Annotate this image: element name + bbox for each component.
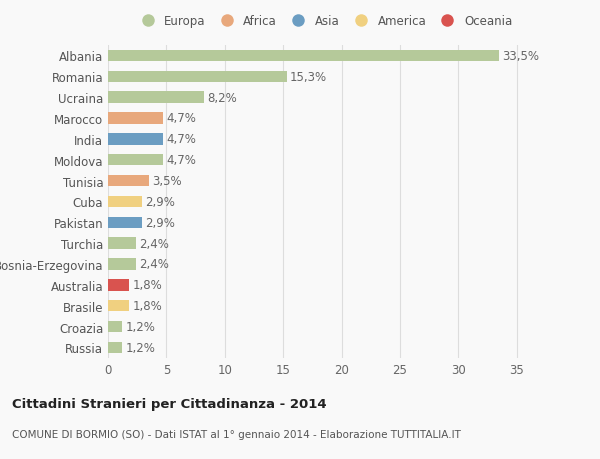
Text: 1,2%: 1,2% [125,341,155,354]
Text: 3,5%: 3,5% [152,175,182,188]
Text: 8,2%: 8,2% [207,91,237,104]
Text: 1,8%: 1,8% [133,279,162,291]
Text: 4,7%: 4,7% [166,112,196,125]
Text: 2,4%: 2,4% [140,258,169,271]
Text: 2,4%: 2,4% [140,237,169,250]
Text: 2,9%: 2,9% [145,196,175,208]
Text: COMUNE DI BORMIO (SO) - Dati ISTAT al 1° gennaio 2014 - Elaborazione TUTTITALIA.: COMUNE DI BORMIO (SO) - Dati ISTAT al 1°… [12,429,461,439]
Bar [108,280,129,291]
Bar [108,300,129,312]
Bar [108,238,136,249]
Text: 1,2%: 1,2% [125,320,155,333]
Bar [108,113,163,124]
Bar [108,175,149,187]
Bar [108,50,499,62]
Bar [108,72,287,83]
Text: 1,8%: 1,8% [133,300,162,313]
Text: 4,7%: 4,7% [166,133,196,146]
Text: 4,7%: 4,7% [166,154,196,167]
Text: 15,3%: 15,3% [290,71,327,84]
Bar [108,217,142,229]
Bar [108,134,163,145]
Bar [108,342,122,353]
Bar [108,259,136,270]
Text: Cittadini Stranieri per Cittadinanza - 2014: Cittadini Stranieri per Cittadinanza - 2… [12,397,326,410]
Legend: Europa, Africa, Asia, America, Oceania: Europa, Africa, Asia, America, Oceania [132,11,516,31]
Bar [108,92,204,104]
Text: 33,5%: 33,5% [503,50,539,63]
Bar [108,196,142,207]
Bar [108,321,122,332]
Bar [108,155,163,166]
Text: 2,9%: 2,9% [145,216,175,229]
